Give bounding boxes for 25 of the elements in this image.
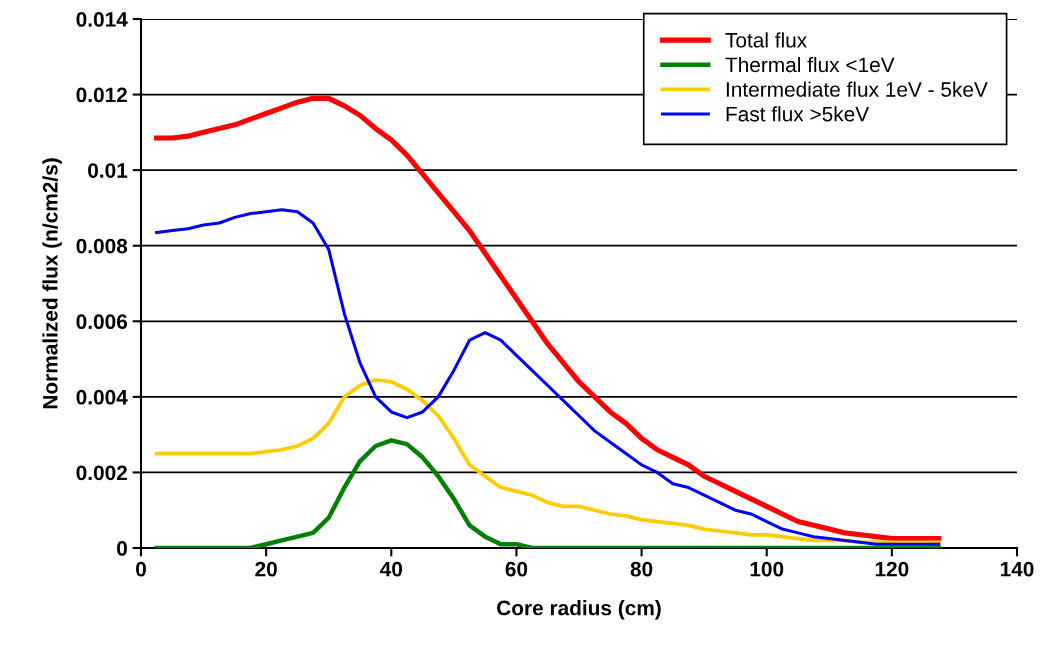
y-tick-label: 0.012 [76, 87, 127, 103]
line-series [155, 208, 941, 546]
x-tick-label: 100 [750, 561, 784, 577]
y-tick-label: 0.01 [88, 163, 128, 178]
y-tick-label: 0.006 [76, 314, 128, 330]
legend-label: Intermediate flux 1eV - 5keV [726, 81, 988, 97]
line-series [154, 438, 942, 548]
x-tick-label: 60 [505, 561, 528, 577]
y-tick-label: 0.014 [76, 12, 128, 27]
x-tick-label: 40 [380, 561, 403, 577]
x-tick-label: 0 [136, 561, 146, 577]
legend-label: Fast flux >5keV [726, 106, 870, 122]
x-tick-label: 80 [630, 561, 653, 577]
line-series [154, 377, 941, 545]
legend-label: Thermal flux <1eV [725, 56, 895, 73]
y-axis-title: Normalized flux (n/cm2/s) [42, 158, 62, 409]
y-tick-label: 0 [117, 541, 127, 556]
x-axis-title: Core radius (cm) [497, 600, 661, 620]
x-tick-label: 20 [255, 561, 277, 577]
y-tick-label: 0.008 [76, 238, 128, 254]
y-tick-label: 0.002 [76, 465, 127, 481]
legend-label: Total flux [725, 32, 807, 48]
x-tick-label: 140 [1000, 561, 1034, 577]
y-tick-label: 0.004 [76, 389, 128, 405]
x-tick-label: 120 [875, 561, 909, 577]
